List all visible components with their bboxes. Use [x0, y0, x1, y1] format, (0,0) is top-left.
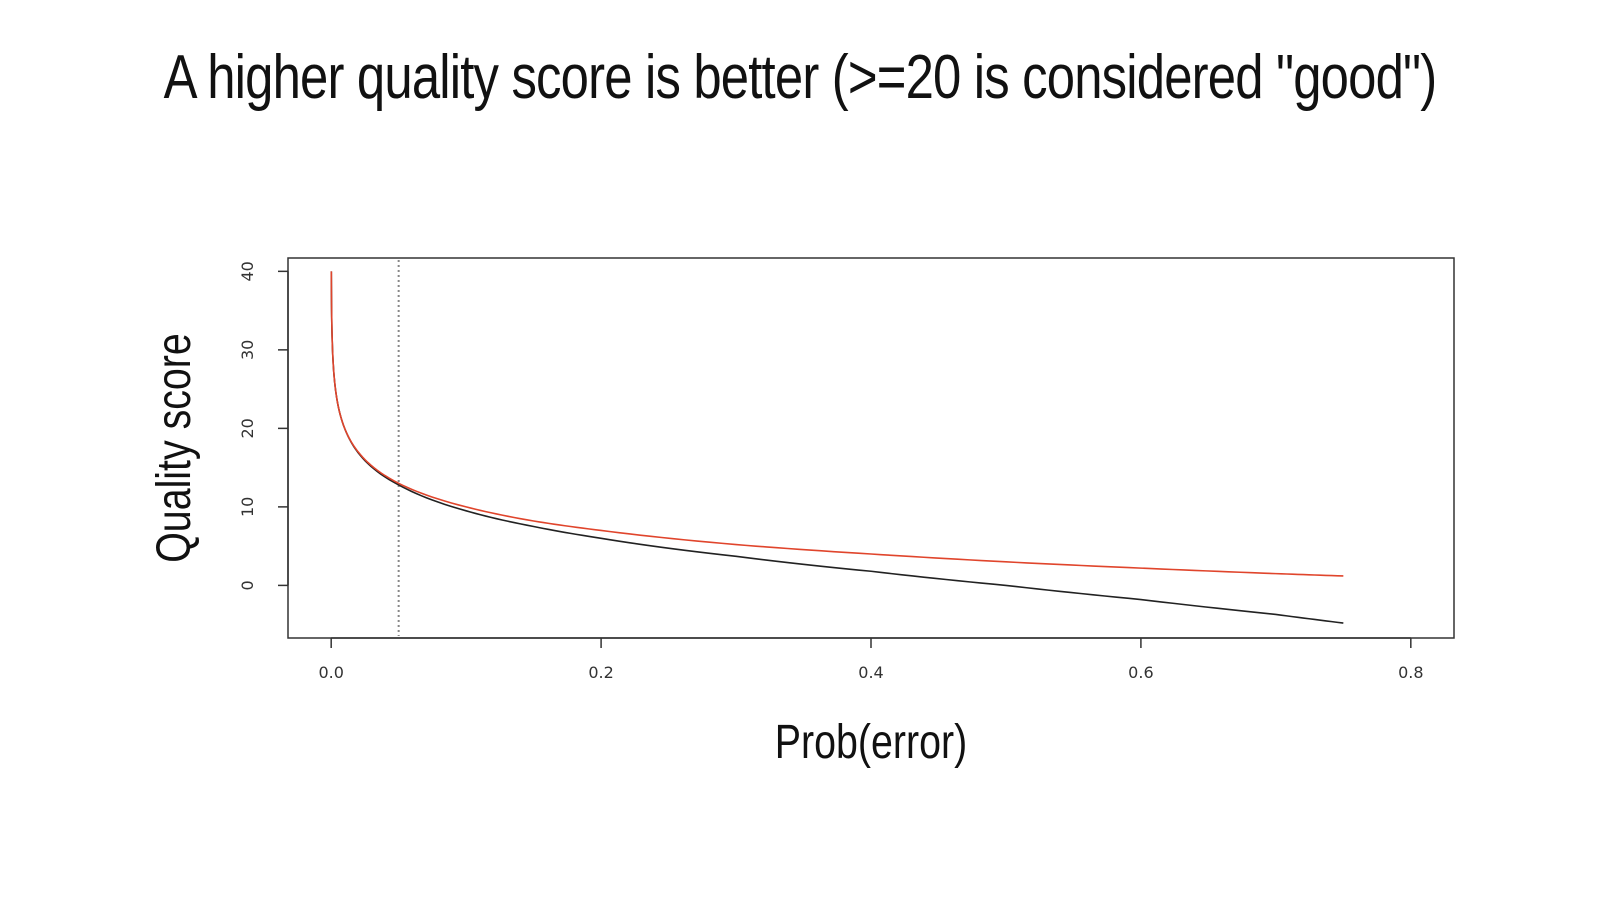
- y-tick-label: 20: [238, 418, 257, 438]
- y-tick-label: 40: [238, 261, 257, 281]
- x-tick-label: 0.0: [318, 663, 343, 682]
- series-line-2: [330, 271, 1344, 577]
- y-tick-label: 30: [238, 340, 257, 360]
- slide-title: A higher quality score is better (>=20 i…: [163, 43, 1438, 112]
- x-tick-label: 0.4: [858, 663, 883, 682]
- plot-frame: [287, 257, 1455, 639]
- y-tick-label: 10: [238, 497, 257, 517]
- x-axis-title: Prob(error): [775, 715, 967, 769]
- x-tick-label: 0.2: [588, 663, 613, 682]
- y-tick-label: 0: [238, 580, 257, 590]
- y-axis: 0 10 20 30 40: [238, 261, 289, 590]
- x-tick-label: 0.6: [1128, 663, 1153, 682]
- y-axis-title: Quality score: [147, 333, 201, 563]
- x-axis: 0.0 0.2 0.4 0.6 0.8: [318, 637, 1424, 682]
- x-tick-label: 0.8: [1398, 663, 1423, 682]
